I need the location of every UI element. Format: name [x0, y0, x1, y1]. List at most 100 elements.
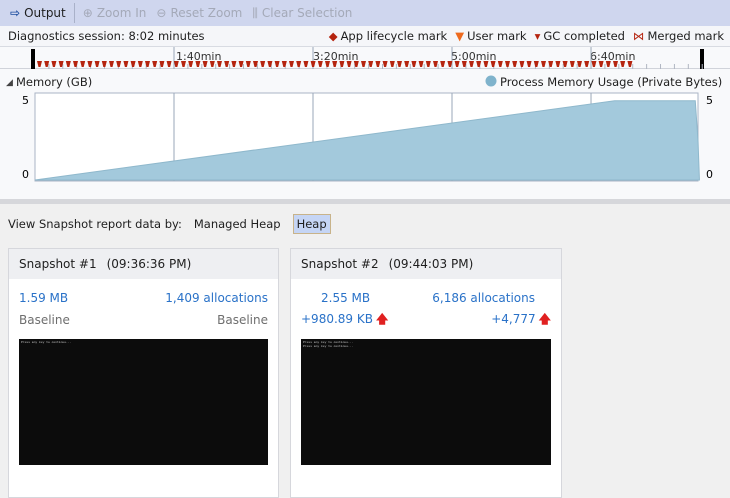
gc-completed-mark[interactable] [274, 61, 280, 67]
gc-completed-mark[interactable] [533, 61, 539, 67]
managed-heap-option[interactable]: Managed Heap [193, 217, 281, 231]
gc-completed-mark[interactable] [109, 61, 114, 67]
gc-completed-mark[interactable] [454, 61, 460, 67]
gc-completed-mark[interactable] [253, 61, 258, 67]
gc-completed-mark[interactable] [317, 61, 323, 67]
gc-completed-mark[interactable] [541, 61, 546, 67]
timeline-ruler[interactable]: 1:40min 3:20min 5:00min 6:40min [0, 46, 730, 69]
gc-completed-mark[interactable] [368, 61, 374, 67]
gc-completed-mark[interactable] [310, 61, 316, 67]
gc-completed-mark[interactable] [461, 61, 467, 67]
gc-completed-mark[interactable] [411, 61, 417, 67]
gc-completed-mark[interactable] [296, 61, 302, 67]
reset-zoom-button[interactable]: ⊖ Reset Zoom [152, 2, 246, 24]
heap-size-link[interactable]: 1.59 MB [19, 291, 69, 305]
gc-completed-mark[interactable] [447, 61, 453, 67]
gc-completed-mark[interactable] [289, 61, 294, 67]
gc-completed-mark[interactable] [152, 61, 158, 67]
gc-completed-mark[interactable] [339, 61, 345, 67]
gc-completed-mark[interactable] [476, 61, 482, 67]
heap-option[interactable]: Heap [292, 214, 331, 234]
gc-completed-mark[interactable] [548, 61, 554, 67]
gc-completed-mark[interactable] [404, 61, 410, 67]
gc-completed-mark[interactable] [166, 61, 172, 67]
gc-completed-mark[interactable] [65, 61, 71, 67]
gc-completed-mark[interactable] [613, 61, 618, 67]
snapshot-card[interactable]: Snapshot #2 (09:44:03 PM) 2.55 MB 6,186 al… [290, 248, 562, 498]
gc-completed-mark[interactable] [505, 61, 510, 67]
gc-completed-mark[interactable] [231, 61, 237, 67]
size-diff-link[interactable]: +980.89 KB [301, 311, 373, 326]
gc-completed-mark[interactable] [375, 61, 381, 67]
gc-completed-mark[interactable] [173, 61, 179, 67]
gc-completed-mark[interactable] [245, 61, 251, 67]
gc-completed-mark[interactable] [137, 61, 143, 67]
gc-completed-mark[interactable] [94, 61, 100, 67]
gc-completed-mark[interactable] [519, 61, 525, 67]
gc-completed-mark[interactable] [440, 61, 446, 67]
splitter[interactable] [0, 199, 730, 204]
gc-completed-mark[interactable] [469, 61, 474, 67]
gc-completed-mark[interactable] [332, 61, 338, 67]
gc-completed-mark[interactable] [195, 61, 201, 67]
gc-completed-mark[interactable] [591, 61, 597, 67]
gc-completed-mark[interactable] [101, 61, 107, 67]
gc-completed-mark[interactable] [159, 61, 165, 67]
gc-completed-mark[interactable] [37, 61, 42, 67]
gc-completed-mark[interactable] [497, 61, 503, 67]
gc-completed-mark[interactable] [361, 61, 366, 67]
gc-completed-mark[interactable] [202, 61, 208, 67]
gc-completed-mark[interactable] [123, 61, 129, 67]
gc-completed-mark[interactable] [577, 61, 582, 67]
gc-completed-mark[interactable] [397, 61, 402, 67]
gc-completed-mark[interactable] [353, 61, 359, 67]
clear-selection-button[interactable]: ⫼ Clear Selection [248, 2, 356, 24]
gc-completed-mark[interactable] [605, 61, 611, 67]
allocations-link[interactable]: 1,409 allocations [165, 291, 268, 305]
gc-completed-mark[interactable] [87, 61, 93, 67]
gc-completed-mark[interactable] [555, 61, 561, 67]
gc-completed-mark[interactable] [44, 61, 50, 67]
gc-completed-mark[interactable] [620, 61, 626, 67]
gc-completed-mark[interactable] [627, 61, 633, 67]
gc-completed-mark[interactable] [512, 61, 518, 67]
allocations-link[interactable]: 6,186 allocations [432, 291, 535, 305]
gc-completed-mark[interactable] [281, 61, 287, 67]
gc-completed-mark[interactable] [224, 61, 230, 67]
gc-completed-mark[interactable] [382, 61, 388, 67]
gc-completed-mark[interactable] [433, 61, 438, 67]
gc-completed-mark[interactable] [145, 61, 150, 67]
gc-completed-mark[interactable] [418, 61, 424, 67]
output-button[interactable]: ⇨ Output [6, 2, 70, 24]
selection-end-handle[interactable] [700, 49, 704, 69]
gc-completed-mark[interactable] [389, 61, 395, 67]
gc-completed-mark[interactable] [584, 61, 590, 67]
gc-completed-mark[interactable] [303, 61, 309, 67]
memory-chart[interactable]: ◢ Memory (GB) Process Memory Usage (Priv… [0, 69, 730, 200]
gc-completed-mark[interactable] [80, 61, 86, 67]
gc-completed-mark[interactable] [51, 61, 57, 67]
gc-completed-mark[interactable] [209, 61, 215, 67]
gc-completed-mark[interactable] [188, 61, 194, 67]
gc-completed-mark[interactable] [569, 61, 575, 67]
selection-start-handle[interactable] [31, 49, 35, 69]
gc-completed-mark[interactable] [490, 61, 496, 67]
gc-completed-mark[interactable] [267, 61, 273, 67]
gc-completed-mark[interactable] [425, 61, 431, 67]
gc-completed-mark[interactable] [526, 61, 532, 67]
gc-completed-mark[interactable] [130, 61, 136, 67]
gc-completed-mark[interactable] [181, 61, 186, 67]
gc-completed-mark[interactable] [562, 61, 568, 67]
gc-completed-mark[interactable] [116, 61, 122, 67]
zoom-in-button[interactable]: ⊕ Zoom In [79, 2, 151, 24]
gc-completed-mark[interactable] [260, 61, 266, 67]
snapshot-card[interactable]: Snapshot #1 (09:36:36 PM) 1.59 MB 1,409 al… [8, 248, 279, 498]
gc-completed-mark[interactable] [325, 61, 330, 67]
gc-completed-mark[interactable] [73, 61, 78, 67]
alloc-diff-link[interactable]: +4,777 [491, 311, 536, 326]
gc-completed-mark[interactable] [598, 61, 604, 67]
gc-completed-mark[interactable] [238, 61, 244, 67]
gc-completed-mark[interactable] [483, 61, 489, 67]
collapse-icon[interactable]: ◢ [6, 78, 13, 88]
gc-completed-mark[interactable] [346, 61, 352, 67]
